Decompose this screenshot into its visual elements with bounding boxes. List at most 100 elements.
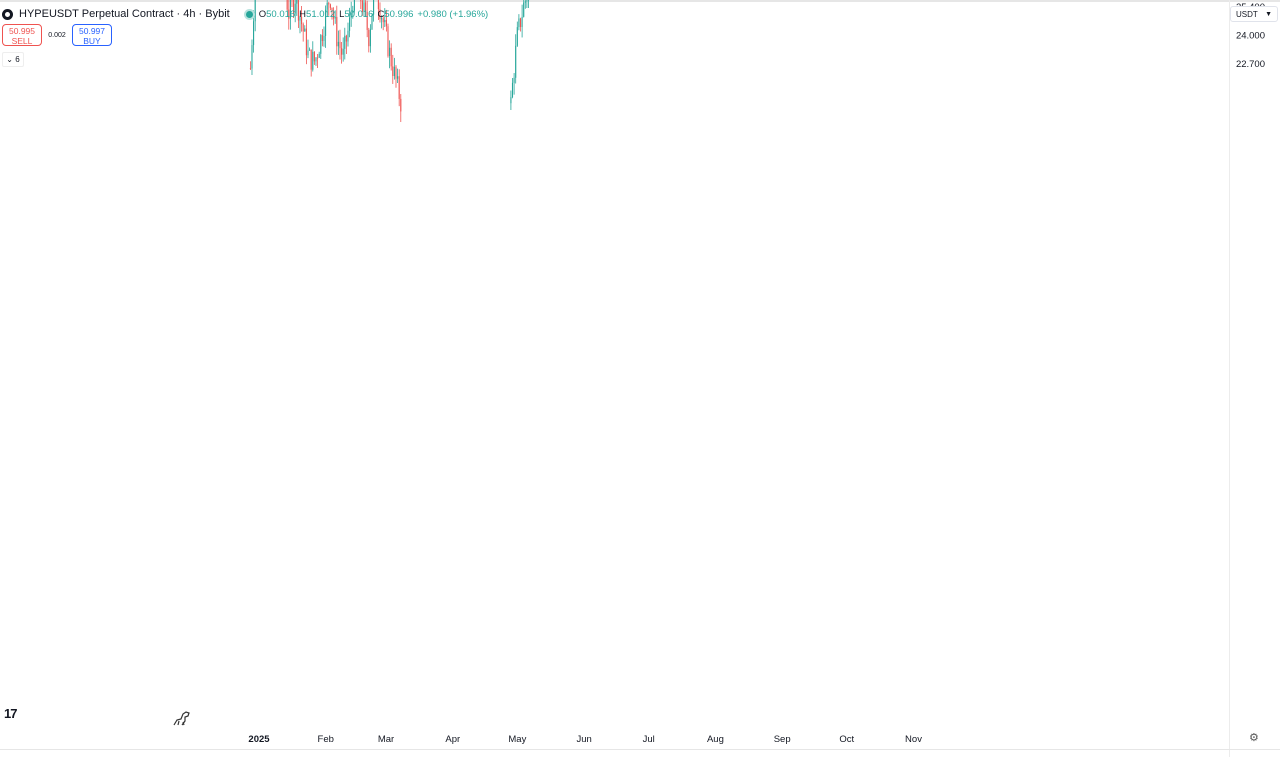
high-value: 51.012 — [306, 8, 336, 20]
candle — [385, 9, 387, 32]
price-tick: 22.700 — [1236, 59, 1265, 70]
candle — [392, 54, 394, 84]
candle — [523, 0, 525, 18]
candle-body — [296, 0, 298, 4]
candle — [342, 37, 344, 62]
symbol-title[interactable]: HYPEUSDT Perpetual Contract · 4h · Bybit — [19, 8, 230, 20]
settings-gear-icon[interactable]: ⚙ — [1249, 732, 1259, 744]
candle — [286, 0, 288, 12]
candle-body — [288, 9, 290, 19]
candle-body — [398, 76, 400, 99]
candle-body — [307, 50, 309, 56]
candle — [366, 0, 368, 38]
candle — [320, 34, 322, 59]
indicators-count: 6 — [15, 55, 20, 64]
candle-body — [339, 41, 341, 49]
open-label: O — [258, 8, 267, 20]
sell-button[interactable]: 50.995 SELL — [2, 24, 42, 46]
candle-body — [368, 29, 370, 47]
candle-body — [371, 14, 373, 30]
spread-value: 0.002 — [48, 31, 66, 39]
candle-body — [524, 1, 526, 3]
candle-body — [361, 0, 363, 13]
candle-body — [387, 26, 389, 56]
candle-body — [526, 0, 528, 2]
time-tick: Jul — [643, 734, 655, 745]
candle — [296, 0, 298, 16]
candle-body — [347, 30, 349, 42]
time-axis[interactable]: 2025 Feb Mar Apr May Jun Jul Aug Sep Oct Nov — [248, 734, 922, 745]
candle — [312, 41, 314, 72]
time-tick: 2025 — [248, 734, 270, 745]
candle — [321, 29, 323, 47]
candle — [510, 90, 512, 110]
candle-body — [323, 35, 325, 42]
buy-button[interactable]: 50.997 BUY — [72, 24, 112, 46]
candle-body — [349, 17, 351, 31]
candle — [317, 54, 319, 68]
candle-body — [350, 12, 352, 18]
candle — [307, 39, 309, 59]
candle-body — [294, 3, 296, 14]
candle — [253, 10, 255, 53]
candle — [299, 15, 301, 34]
candle-body — [393, 66, 395, 77]
candle — [334, 10, 336, 24]
candle — [318, 51, 320, 58]
currency-select[interactable]: USDT ▼ — [1230, 6, 1278, 22]
price-axis-border — [1229, 0, 1230, 757]
candle — [331, 7, 333, 20]
dinosaur-icon[interactable] — [172, 708, 192, 728]
candle-body — [325, 9, 327, 36]
candle — [377, 0, 379, 20]
candle-body — [313, 51, 315, 62]
close-label: C — [377, 8, 385, 20]
candle — [254, 0, 256, 32]
candle-body — [369, 29, 371, 47]
candle-body — [381, 18, 383, 20]
candle — [325, 5, 327, 48]
candle-body — [328, 2, 330, 5]
candle — [337, 30, 339, 55]
high-label: H — [299, 8, 307, 20]
candle-body — [326, 2, 328, 10]
candle — [249, 61, 251, 71]
candle-body — [523, 2, 525, 17]
candle-body — [321, 35, 323, 42]
candle-body — [249, 68, 251, 70]
change-value: +0.980 (+1.96%) — [417, 8, 489, 20]
candle — [336, 5, 338, 55]
candle — [341, 41, 343, 64]
close-value: 50.996 — [384, 8, 414, 20]
chart-legend[interactable]: HYPEUSDT Perpetual Contract · 4h · Bybit… — [2, 6, 488, 22]
candle-body — [377, 0, 379, 10]
candle — [360, 0, 362, 10]
candle — [384, 8, 386, 28]
candle — [293, 0, 295, 19]
time-tick: Aug — [707, 734, 724, 745]
candle-body — [329, 4, 331, 8]
candle — [526, 0, 528, 9]
candle — [310, 49, 312, 77]
candle-body — [333, 11, 335, 19]
candle-body — [317, 57, 319, 59]
chevron-down-icon: ⌄ — [6, 55, 13, 64]
candle — [347, 22, 349, 47]
candle — [365, 0, 367, 17]
candle — [524, 0, 526, 9]
candle-body — [379, 9, 381, 19]
candle — [369, 24, 371, 53]
candle-body — [384, 19, 386, 23]
top-border — [0, 0, 1280, 2]
indicators-toggle[interactable]: ⌄ 6 — [2, 52, 24, 67]
candle-body — [341, 48, 343, 55]
currency-label: USDT — [1236, 10, 1258, 19]
candle-body — [365, 2, 367, 12]
candle — [353, 0, 355, 13]
sell-price: 50.995 — [9, 26, 35, 36]
candle — [344, 27, 346, 60]
candle — [513, 73, 515, 95]
sell-label: SELL — [11, 36, 33, 46]
tradingview-logo[interactable]: 17 — [4, 706, 18, 721]
